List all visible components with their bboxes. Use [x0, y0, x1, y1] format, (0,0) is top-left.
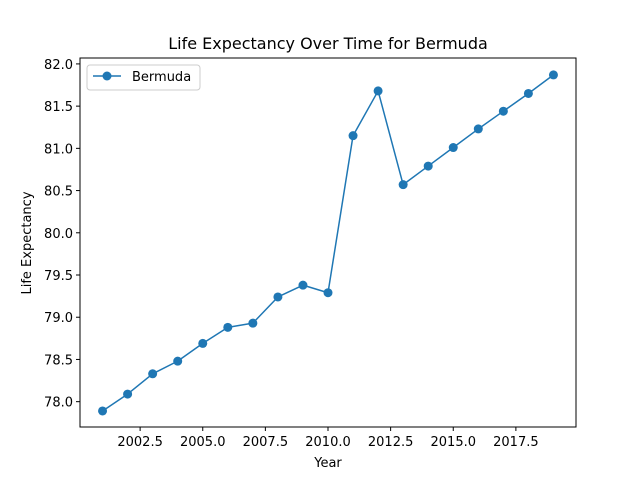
- y-tick-label: 78.5: [44, 353, 73, 368]
- y-tick-label: 78.0: [44, 396, 73, 411]
- y-axis: 78.0 78.5 79.0 79.5 80.0 80.5 81.0 81.5 82.0: [44, 58, 80, 411]
- x-axis-label: Year: [313, 456, 342, 471]
- x-tick-label: 2010.0: [305, 435, 351, 450]
- data-point: [298, 280, 308, 290]
- legend-entry-label: Bermuda: [132, 70, 191, 85]
- y-tick-label: 82.0: [44, 58, 73, 73]
- x-tick-label: 2005.0: [180, 435, 226, 450]
- data-point: [348, 131, 358, 141]
- data-point: [423, 161, 433, 171]
- x-axis: 2002.5 2005.0 2007.5 2010.0 2012.5 2015.0 2017…: [117, 427, 539, 450]
- data-point: [548, 70, 558, 80]
- data-point: [98, 406, 108, 416]
- data-point: [398, 180, 408, 190]
- legend-box: [86, 64, 201, 91]
- y-tick-label: 80.5: [44, 185, 73, 200]
- data-point: [223, 322, 233, 332]
- data-point: [323, 288, 333, 298]
- data-point: [373, 86, 383, 96]
- y-tick-label: 79.5: [44, 269, 73, 284]
- x-tick-label: 2015.0: [431, 435, 477, 450]
- plot-area: [98, 70, 558, 416]
- data-point: [523, 88, 533, 98]
- x-tick-label: 2017.5: [493, 435, 539, 450]
- data-point: [173, 356, 183, 366]
- chart-title: Life Expectancy Over Time for Bermuda: [168, 34, 488, 53]
- y-tick-label: 81.0: [44, 142, 73, 157]
- data-point: [198, 338, 208, 348]
- x-tick-label: 2002.5: [117, 435, 163, 450]
- data-point: [448, 143, 458, 153]
- y-tick-label: 80.0: [44, 227, 73, 242]
- y-axis-label: Life Expectancy: [20, 191, 35, 294]
- legend: Bermuda: [86, 64, 201, 91]
- series-line: [102, 74, 554, 412]
- x-tick-label: 2007.5: [243, 435, 289, 450]
- x-tick-label: 2012.5: [368, 435, 414, 450]
- data-point: [273, 292, 283, 302]
- data-point: [148, 369, 158, 379]
- legend-marker-swatch: [102, 71, 112, 81]
- data-point: [248, 318, 258, 328]
- data-point: [123, 389, 133, 399]
- data-point: [498, 106, 508, 116]
- y-tick-label: 81.5: [44, 100, 73, 115]
- y-tick-label: 79.0: [44, 311, 73, 326]
- data-point: [473, 124, 483, 134]
